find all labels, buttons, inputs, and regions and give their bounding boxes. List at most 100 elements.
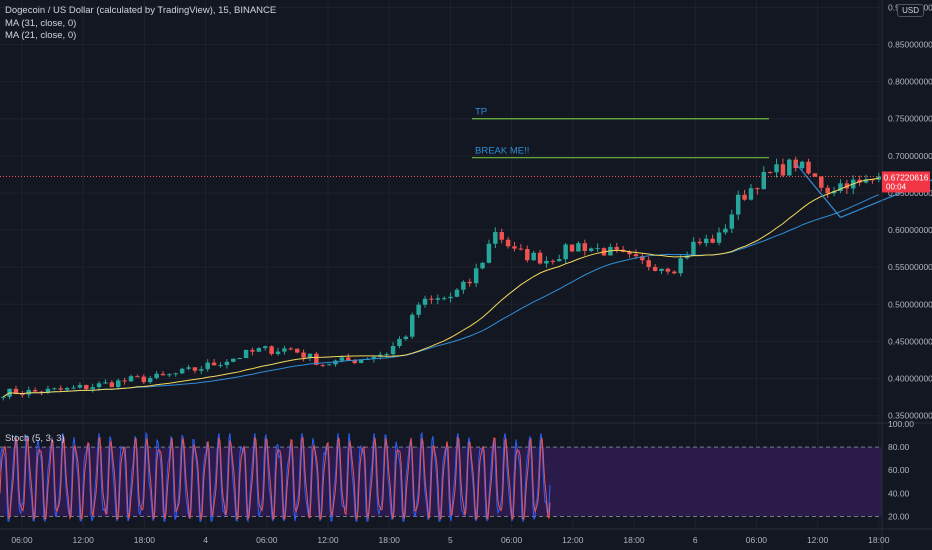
candle-body bbox=[569, 244, 575, 252]
candle-body bbox=[806, 161, 811, 174]
candle-body bbox=[186, 367, 191, 369]
candle-body bbox=[799, 161, 805, 169]
candle-body bbox=[716, 232, 722, 243]
candle-body bbox=[704, 238, 709, 244]
candle-body bbox=[480, 262, 485, 269]
candle-body bbox=[26, 390, 31, 395]
candle-body bbox=[729, 214, 735, 229]
candle-body bbox=[627, 251, 632, 255]
candle-body bbox=[646, 260, 651, 267]
price-tick-label: 0.40000000 bbox=[888, 373, 932, 383]
candle-body bbox=[58, 388, 63, 390]
candle-body bbox=[116, 380, 121, 387]
candle-body bbox=[32, 390, 38, 392]
candle-body bbox=[857, 179, 862, 183]
candle-body bbox=[563, 244, 568, 260]
time-tick-label: 4 bbox=[203, 535, 208, 545]
time-axis[interactable]: 06:00 12:00 18:00 4 06:00 12:00 18:00 5 06:00 12:… bbox=[11, 535, 889, 545]
time-tick-label: 18:00 bbox=[134, 535, 156, 545]
time-tick-label: 18:00 bbox=[868, 535, 890, 545]
candle-body bbox=[160, 373, 166, 376]
candle-body bbox=[109, 382, 115, 387]
symbol-legend[interactable]: Dogecoin / US Dollar (calculated by Trad… bbox=[5, 5, 277, 16]
price-tick-label: 0.60000000 bbox=[888, 225, 932, 235]
candle-body bbox=[250, 349, 255, 352]
price-badge: 0.67220616 00:04 bbox=[882, 171, 930, 193]
stoch-axis[interactable]: 100.00 80.00 60.00 40.00 20.00 bbox=[888, 419, 914, 521]
candle-body bbox=[52, 388, 57, 390]
price-tick-label: 0.80000000 bbox=[888, 77, 932, 87]
ma21-line bbox=[2, 177, 879, 398]
candle-body bbox=[435, 298, 441, 300]
candle-body bbox=[237, 358, 242, 360]
candle-body bbox=[256, 348, 262, 352]
candle-body bbox=[192, 367, 198, 371]
candle-body bbox=[448, 296, 453, 299]
candle-body bbox=[167, 374, 172, 376]
candle-body bbox=[326, 364, 332, 366]
candle-body bbox=[825, 187, 830, 194]
candle-body bbox=[135, 376, 140, 378]
stoch-legend[interactable]: Stoch (5, 3, 3) bbox=[5, 433, 65, 444]
stoch-tick-label: 60.00 bbox=[888, 465, 910, 475]
candle-body bbox=[544, 260, 549, 264]
candle-body bbox=[64, 388, 70, 390]
time-tick-label: 18:00 bbox=[623, 535, 645, 545]
candle-body bbox=[122, 380, 127, 382]
candle-body bbox=[499, 232, 504, 240]
candle-body bbox=[787, 159, 792, 176]
candle-body bbox=[0, 396, 6, 398]
candle-body bbox=[761, 171, 766, 190]
time-tick-label: 06:00 bbox=[501, 535, 523, 545]
price-badge-bg bbox=[882, 171, 930, 193]
stoch-tick-label: 40.00 bbox=[888, 488, 910, 498]
candle-body bbox=[96, 383, 102, 388]
candle-body bbox=[441, 298, 447, 300]
candle-body bbox=[397, 338, 402, 347]
price-badge-countdown: 00:04 bbox=[886, 182, 907, 191]
candle-body bbox=[141, 376, 147, 383]
ma31-legend[interactable]: MA (31, close, 0) bbox=[5, 18, 77, 29]
candle-body bbox=[486, 243, 492, 263]
price-tick-label: 0.50000000 bbox=[888, 299, 932, 309]
candle-body bbox=[582, 243, 588, 251]
candle-body bbox=[512, 246, 517, 249]
candle-body bbox=[819, 176, 824, 188]
candle-body bbox=[576, 243, 581, 252]
candle-body bbox=[301, 352, 306, 358]
candle-body bbox=[314, 353, 319, 365]
candle-body bbox=[493, 232, 498, 244]
time-tick-label: 06:00 bbox=[746, 535, 768, 545]
candle-body bbox=[633, 254, 639, 257]
candle-body bbox=[659, 268, 664, 271]
candle-body bbox=[710, 238, 715, 243]
candle-body bbox=[461, 281, 466, 290]
time-tick-label: 12:00 bbox=[562, 535, 584, 545]
time-tick-label: 06:00 bbox=[11, 535, 33, 545]
candle-body bbox=[384, 354, 389, 356]
candle-body bbox=[678, 258, 683, 274]
stoch-d-line bbox=[0, 435, 551, 521]
currency-button[interactable]: USD bbox=[897, 4, 924, 17]
candle-body bbox=[684, 255, 690, 259]
candle-body bbox=[199, 369, 204, 371]
candle-body bbox=[358, 359, 364, 364]
candle-body bbox=[179, 368, 185, 374]
candle-body bbox=[742, 194, 747, 200]
candle-body bbox=[723, 228, 728, 233]
candle-body bbox=[812, 173, 818, 177]
candle-body bbox=[371, 356, 377, 360]
candle-body bbox=[410, 314, 415, 337]
candle-body bbox=[588, 248, 594, 251]
candle-body bbox=[429, 298, 434, 300]
break-label: BREAK ME!! bbox=[475, 146, 529, 157]
candle-body bbox=[403, 336, 409, 339]
candle-body bbox=[518, 248, 524, 250]
candle-body bbox=[84, 385, 89, 390]
ma21-legend[interactable]: MA (21, close, 0) bbox=[5, 30, 77, 41]
candle-body bbox=[339, 357, 345, 361]
candle-body bbox=[863, 179, 869, 183]
candle-body bbox=[205, 362, 210, 370]
